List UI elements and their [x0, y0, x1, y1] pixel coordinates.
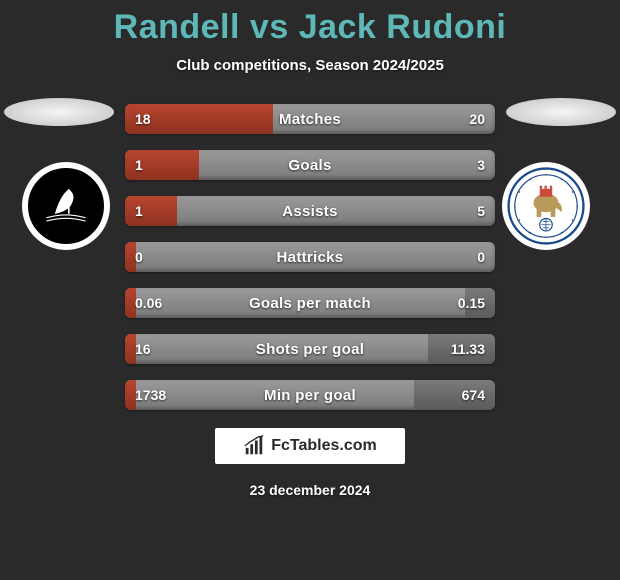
stat-row: Hattricks0 0: [125, 242, 495, 272]
comparison-area: Matches1820Goals13Assists15Hattricks00Go…: [0, 104, 620, 410]
chart-icon: [243, 435, 265, 457]
coventry-city-badge-icon: [502, 162, 590, 250]
stat-value-player-1: 1: [125, 150, 153, 180]
stat-value-player-2: 11.33: [441, 334, 495, 364]
fctables-text: FcTables.com: [271, 437, 377, 455]
stat-row: Shots per goal16 11.33: [125, 334, 495, 364]
stat-row: Matches18 20: [125, 104, 495, 134]
title-player-2: Jack Rudoni: [299, 8, 507, 46]
stat-value-player-2: 0: [467, 242, 495, 272]
page-title: Randell vs Jack Rudoni: [0, 0, 620, 47]
stat-value-player-2: 3: [467, 150, 495, 180]
stat-label: Hattricks: [125, 242, 495, 272]
stat-value-player-2: 0.15: [448, 288, 495, 318]
stat-value-player-2: 20: [459, 104, 495, 134]
stat-value-player-2: 5: [467, 196, 495, 226]
stat-value-player-1: 0: [125, 242, 153, 272]
stat-label: Min per goal: [125, 380, 495, 410]
stat-value-player-2: 674: [452, 380, 495, 410]
stat-label: Matches: [125, 104, 495, 134]
stat-row: Goals1 3: [125, 150, 495, 180]
subtitle: Club competitions, Season 2024/2025: [0, 57, 620, 74]
stat-bars: Matches1820Goals13Assists15Hattricks00Go…: [125, 104, 495, 410]
stat-value-player-1: 1738: [125, 380, 176, 410]
player-1-silhouette: [4, 98, 114, 126]
stat-row: Goals per match0.06 0.15: [125, 288, 495, 318]
stat-row: Min per goal1738 674: [125, 380, 495, 410]
club-badge-right: [502, 162, 598, 258]
title-player-1: Randell: [114, 8, 240, 46]
stat-value-player-1: 18: [125, 104, 161, 134]
stat-value-player-1: 1: [125, 196, 153, 226]
stat-label: Shots per goal: [125, 334, 495, 364]
stat-label: Goals: [125, 150, 495, 180]
player-2-silhouette: [506, 98, 616, 126]
stat-value-player-1: 16: [125, 334, 161, 364]
title-vs: vs: [250, 8, 289, 46]
date-label: 23 december 2024: [0, 482, 620, 498]
stat-value-player-1: 0.06: [125, 288, 172, 318]
plymouth-argyle-badge-icon: [22, 162, 110, 250]
stat-label: Goals per match: [125, 288, 495, 318]
club-badge-left: [22, 162, 118, 258]
stat-label: Assists: [125, 196, 495, 226]
fctables-logo: FcTables.com: [215, 428, 405, 464]
stat-row: Assists1 5: [125, 196, 495, 226]
